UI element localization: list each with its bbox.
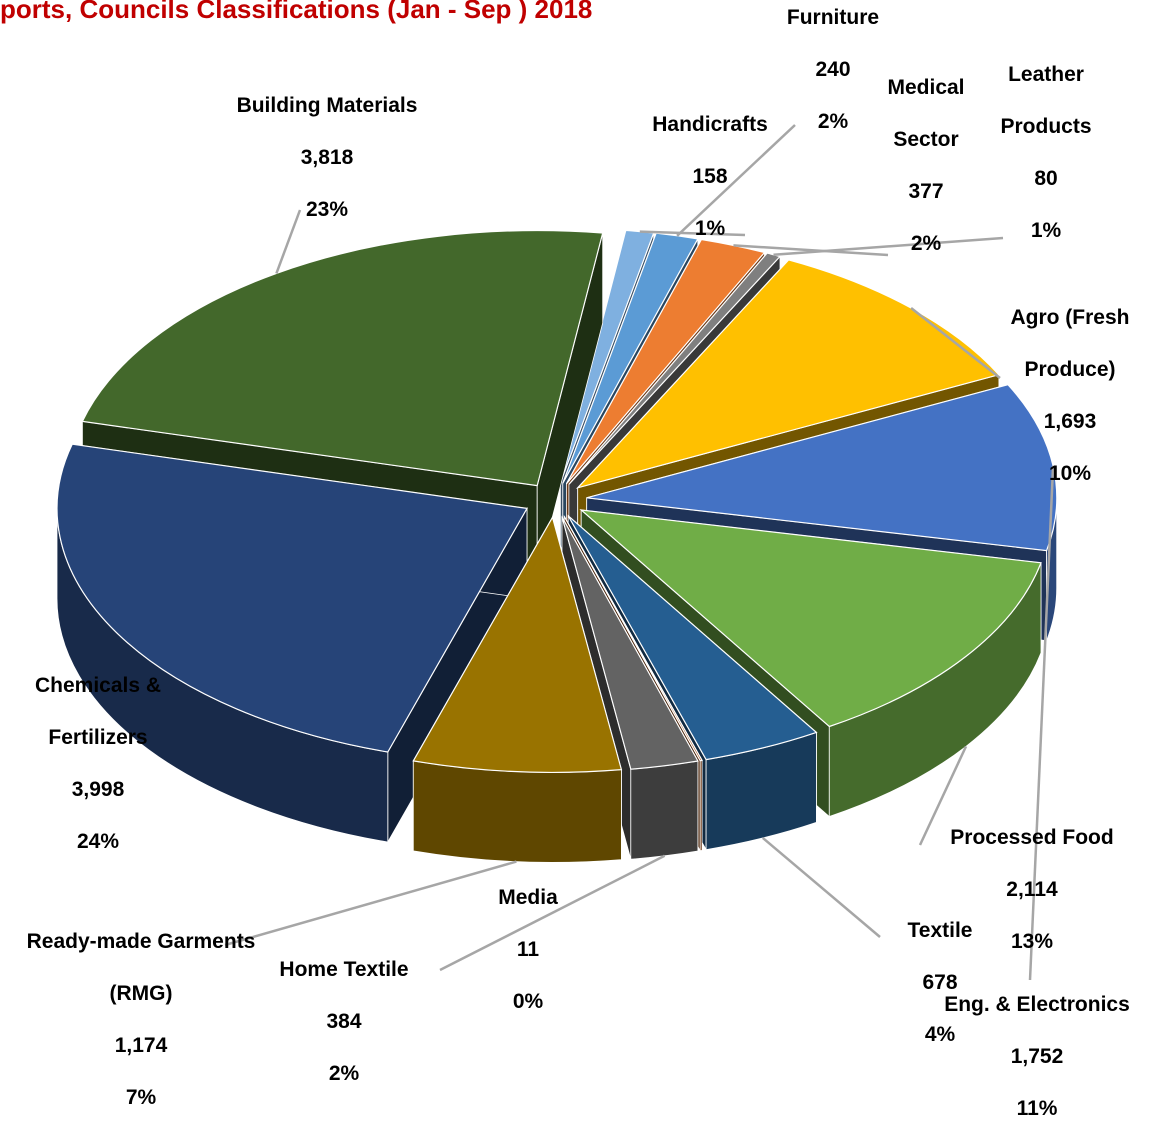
- percent-label: 4%: [924, 1023, 956, 1046]
- leader-line: [676, 124, 796, 237]
- data-label: Handicrafts 158 1%: [630, 99, 790, 255]
- data-label: Chemicals & Fertilizers 3,998 24%: [13, 660, 183, 868]
- data-label: Ready-made Garments (RMG) 1,174 7%: [26, 916, 256, 1122]
- slice: [81, 229, 604, 487]
- category-label: Eng. & Electronics: [944, 993, 1130, 1016]
- slice: [412, 515, 623, 773]
- leader-line: [1028, 465, 1055, 981]
- slice: [565, 238, 766, 485]
- percent-label: 24%: [76, 830, 120, 853]
- category-label: Building Materials: [236, 94, 418, 117]
- leader-line: [439, 854, 666, 972]
- leader-line: [639, 230, 746, 237]
- percent-label: 7%: [125, 1086, 157, 1109]
- percent-label: 13%: [1010, 930, 1054, 953]
- slice: [567, 515, 818, 761]
- data-label: Agro (Fresh Produce) 1,693 10%: [995, 292, 1145, 500]
- value-label: 1,174: [114, 1034, 168, 1057]
- percent-label: 0%: [512, 990, 544, 1013]
- category-label: Handicrafts: [652, 113, 768, 136]
- leader-line: [733, 244, 889, 257]
- leader-line: [918, 745, 968, 846]
- percent-label: 2%: [817, 110, 849, 133]
- slice-wall: [699, 759, 703, 852]
- slice-wall: [630, 760, 699, 860]
- leader-line: [275, 209, 302, 274]
- category-label: Medical Sector: [887, 76, 965, 151]
- value-label: 1,693: [1043, 410, 1097, 433]
- leader-line: [773, 236, 1004, 257]
- value-label: 240: [815, 58, 851, 81]
- data-label: Leather Products 80 1%: [981, 49, 1111, 257]
- category-label: Leather Products: [1000, 63, 1092, 138]
- data-label: Building Materials 3,818 23%: [197, 80, 457, 236]
- category-label: Home Textile: [279, 958, 409, 981]
- data-label: Eng. & Electronics 1,752 11%: [917, 979, 1155, 1122]
- leader-line: [761, 836, 881, 938]
- value-label: 3,818: [300, 146, 354, 169]
- category-label: Processed Food: [950, 826, 1114, 849]
- slice-wall: [412, 760, 622, 863]
- percent-label: 1%: [694, 217, 726, 240]
- data-label: Medical Sector 377 2%: [871, 62, 981, 270]
- value-label: 377: [908, 180, 944, 203]
- value-label: 678: [922, 971, 958, 994]
- slice: [561, 516, 699, 770]
- value-label: 158: [692, 165, 728, 188]
- pie: [56, 229, 1058, 863]
- slice: [575, 259, 1001, 489]
- value-label: 384: [326, 1010, 362, 1033]
- percent-label: 10%: [1048, 462, 1092, 485]
- slice: [579, 509, 1042, 728]
- value-label: 3,998: [71, 778, 125, 801]
- data-label: Home Textile 384 2%: [244, 944, 444, 1100]
- data-label: Processed Food 2,114 13%: [922, 812, 1142, 968]
- data-label: Media 11 0%: [468, 872, 588, 1028]
- category-label: Agro (Fresh Produce): [1010, 306, 1130, 381]
- percent-label: 11%: [1016, 1097, 1058, 1120]
- value-label: 80: [1034, 167, 1058, 190]
- leader-line: [910, 307, 1001, 379]
- slice: [586, 384, 1058, 552]
- percent-label: 2%: [910, 232, 942, 255]
- category-label: Furniture: [786, 6, 880, 29]
- value-label: 1,752: [1010, 1045, 1064, 1068]
- percent-label: 23%: [305, 198, 349, 221]
- chart-title: ports, Councils Classifications (Jan - S…: [0, 0, 593, 24]
- category-label: Chemicals & Fertilizers: [34, 674, 162, 749]
- category-label: Media: [498, 886, 558, 909]
- leader-line: [224, 860, 517, 947]
- leader-lines: [224, 124, 1055, 981]
- percent-label: 2%: [328, 1062, 360, 1085]
- data-label: Textile 678 4%: [840, 905, 1040, 1061]
- value-label: 11: [516, 938, 540, 961]
- percent-label: 1%: [1030, 219, 1062, 242]
- category-label: Ready-made Garments (RMG): [26, 930, 256, 1005]
- value-label: 2,114: [1006, 878, 1058, 901]
- slice: [56, 443, 528, 753]
- category-label: Textile: [907, 919, 973, 942]
- slice: [563, 516, 704, 762]
- data-label: Furniture 240 2%: [763, 0, 903, 148]
